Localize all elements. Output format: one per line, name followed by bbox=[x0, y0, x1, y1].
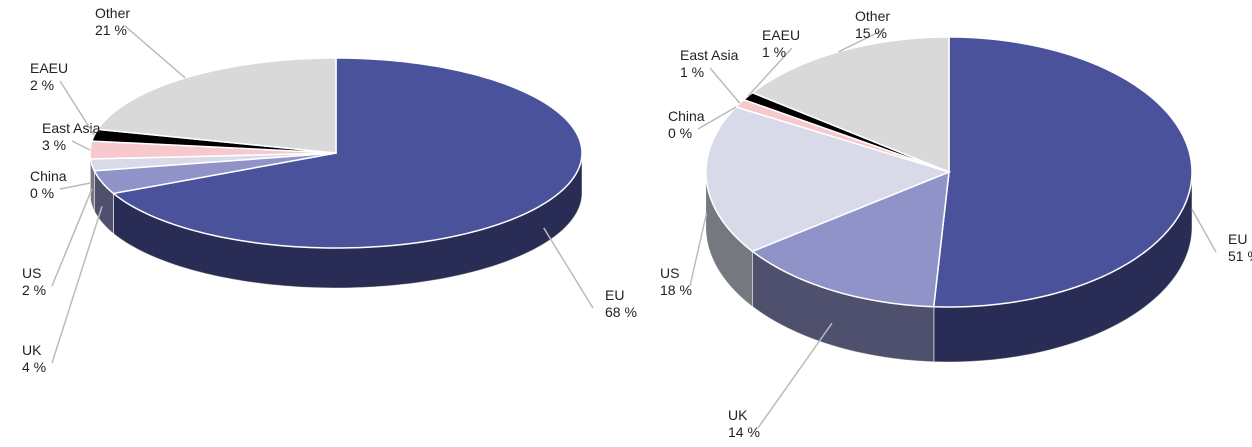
pie-slice bbox=[111, 57, 583, 249]
leader-line bbox=[697, 106, 737, 130]
category-label: East Asia bbox=[42, 120, 101, 136]
slice-shade bbox=[706, 172, 753, 307]
value-label: 4 % bbox=[22, 359, 46, 375]
category-label: US bbox=[660, 265, 679, 281]
value-label: 21 % bbox=[95, 22, 127, 38]
value-label: 18 % bbox=[660, 282, 692, 298]
value-label: 51 % bbox=[1228, 248, 1252, 264]
value-label: 15 % bbox=[855, 25, 887, 41]
value-label: 0 % bbox=[30, 185, 54, 201]
pie-slice bbox=[705, 106, 952, 253]
category-label: East Asia bbox=[680, 47, 739, 63]
value-label: 1 % bbox=[762, 44, 786, 60]
category-label: EAEU bbox=[30, 60, 68, 76]
leader-line bbox=[747, 47, 793, 97]
pie-slice bbox=[750, 36, 950, 174]
category-label: UK bbox=[22, 342, 42, 358]
category-label: China bbox=[30, 168, 67, 184]
value-label: 3 % bbox=[42, 137, 66, 153]
category-label: EAEU bbox=[762, 27, 800, 43]
slice-shade bbox=[933, 172, 1192, 362]
leader-line bbox=[124, 25, 186, 79]
leader-line bbox=[838, 28, 886, 53]
value-label: 68 % bbox=[605, 304, 637, 320]
category-label: China bbox=[668, 108, 705, 124]
value-label: 2 % bbox=[30, 77, 54, 93]
category-label: US bbox=[22, 265, 41, 281]
leader-line bbox=[757, 322, 833, 429]
value-label: 14 % bbox=[728, 424, 760, 440]
category-label: EU bbox=[1228, 231, 1247, 247]
category-label: Other bbox=[95, 5, 130, 21]
pie-slice bbox=[93, 152, 337, 195]
slice-shade bbox=[90, 158, 95, 211]
pie-slice bbox=[932, 36, 1193, 308]
pie-slice bbox=[750, 170, 950, 308]
value-label: 2 % bbox=[22, 282, 46, 298]
leader-line bbox=[59, 80, 95, 136]
pie-slice bbox=[96, 57, 337, 154]
leader-line bbox=[689, 213, 708, 287]
category-label: Other bbox=[855, 8, 890, 24]
category-label: UK bbox=[728, 407, 748, 423]
value-label: 0 % bbox=[668, 125, 692, 141]
category-label: EU bbox=[605, 287, 624, 303]
leader-line bbox=[51, 188, 93, 287]
leader-line bbox=[709, 67, 741, 104]
leader-line bbox=[59, 182, 91, 190]
leader-line bbox=[543, 227, 594, 309]
leader-line bbox=[1191, 208, 1217, 253]
leader-line bbox=[51, 206, 103, 364]
value-label: 1 % bbox=[680, 64, 704, 80]
slice-shade bbox=[113, 153, 583, 288]
slice-shade bbox=[752, 251, 934, 362]
pie-slice bbox=[89, 140, 337, 160]
leader-line bbox=[71, 140, 91, 151]
